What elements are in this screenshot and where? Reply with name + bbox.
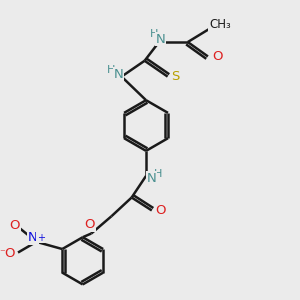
Text: ⁻: ⁻	[0, 248, 5, 258]
Text: H: H	[150, 29, 158, 39]
Text: O: O	[155, 204, 166, 217]
Text: N: N	[114, 68, 124, 81]
Text: O: O	[85, 218, 95, 231]
Text: CH₃: CH₃	[209, 18, 231, 31]
Text: H: H	[107, 65, 116, 75]
Text: O: O	[212, 50, 222, 63]
Text: O: O	[4, 247, 14, 260]
Text: O: O	[10, 219, 20, 232]
Text: N: N	[156, 33, 165, 46]
Text: H: H	[154, 169, 162, 179]
Text: S: S	[172, 70, 180, 83]
Text: N: N	[147, 172, 157, 185]
Text: N: N	[28, 231, 38, 244]
Text: +: +	[37, 232, 45, 242]
